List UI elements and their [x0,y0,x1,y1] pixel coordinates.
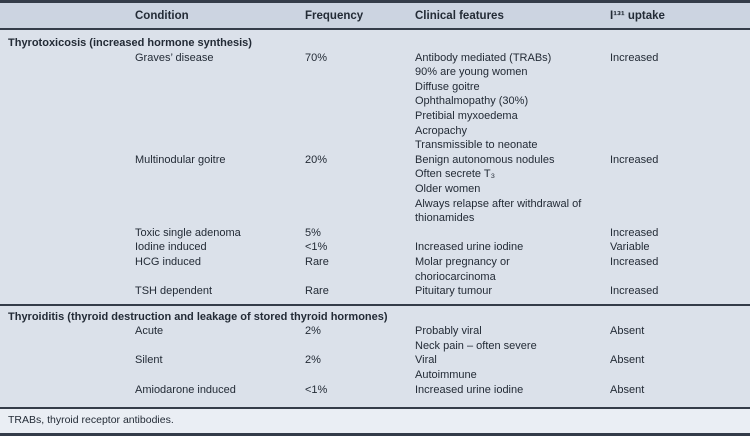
clinical-features-cell: Benign autonomous nodules Often secrete T… [415,153,593,226]
feature-line: Pituitary tumour [415,285,493,298]
column-header-i131-uptake: I¹³¹ uptake [610,9,665,22]
footnote-band: TRABs, thyroid receptor antibodies. [0,407,750,433]
condition-cell: Iodine induced [135,241,207,254]
condition-cell: Silent [135,354,163,367]
table-row: Amiodarone induced <1% Increased urine iod… [0,383,750,398]
frequency-cell: 2% [305,325,321,338]
feature-line: Antibody mediated (TRABs) [415,51,552,64]
frequency-cell: Rare [305,255,329,268]
condition-cell: Acute [135,325,164,338]
feature-line: Molar pregnancy or choriocarcinoma [415,255,510,283]
clinical-features-cell: Viral Autoimmune [415,353,593,382]
section-title: Thyroiditis (thyroid destruction and lea… [8,310,388,323]
uptake-cell: Increased [610,226,659,239]
clinical-features-cell: Antibody mediated (TRABs) 90% are young w… [415,51,593,153]
feature-line: Always relapse after withdrawal of thion… [415,197,582,225]
uptake-cell: Absent [610,325,645,338]
condition-cell: HCG induced [135,255,202,268]
section-title: Thyrotoxicosis (increased hormone synthe… [8,37,252,49]
condition-cell: Multinodular goitre [135,153,226,166]
footnote-text: TRABs, thyroid receptor antibodies. [8,414,174,426]
top-rule [0,0,750,3]
table-header-row: Condition Frequency Clinical features I¹… [0,3,750,30]
table-row: Iodine induced <1% Increased urine iodine V… [0,240,750,255]
frequency-cell: 70% [305,51,328,64]
table-row: HCG induced Rare Molar pregnancy or chorio… [0,255,750,284]
table-row: Toxic single adenoma 5% Increased [0,226,750,241]
uptake-cell: Increased [610,51,659,64]
feature-line: Older women [415,182,481,195]
feature-line: Benign autonomous nodules [415,153,555,166]
uptake-cell: Increased [610,153,659,166]
uptake-cell: Increased [610,285,659,298]
clinical-features-cell: Molar pregnancy or choriocarcinoma [415,255,593,284]
condition-cell: Amiodarone induced [135,383,236,396]
feature-line: Ophthalmopathy (30%) [415,95,529,108]
frequency-cell: <1% [305,241,328,254]
frequency-cell: <1% [305,383,328,396]
column-header-clinical-features: Clinical features [415,9,504,22]
feature-line: Increased urine iodine [415,383,524,396]
table-row: Acute 2% Probably viral Neck pain – often s… [0,324,750,353]
frequency-cell: 20% [305,153,328,166]
feature-line: Acropachy [415,124,467,137]
frequency-cell: 5% [305,226,321,239]
column-header-frequency: Frequency [305,9,364,22]
frequency-cell: Rare [305,285,329,298]
table-row: TSH dependent Rare Pituitary tumour Increas… [0,284,750,299]
uptake-cell: Absent [610,383,645,396]
clinical-features-cell: Pituitary tumour [415,284,593,299]
clinical-features-cell: Probably viral Neck pain – often severe [415,324,593,353]
uptake-cell: Increased [610,255,659,268]
uptake-cell: Variable [610,241,650,254]
frequency-cell: 2% [305,354,321,367]
condition-cell: TSH dependent [135,285,213,298]
uptake-cell: Absent [610,354,645,367]
clinical-features-cell: Increased urine iodine [415,383,593,398]
table-row: Graves’ disease 70% Antibody mediated (TRA… [0,51,750,153]
feature-line: Diffuse goitre [415,80,480,93]
feature-line: 90% are young women [415,66,528,79]
feature-line: Increased urine iodine [415,241,524,254]
feature-line: Often secrete T₃ [415,168,496,181]
condition-cell: Toxic single adenoma [135,226,241,239]
table-row: Silent 2% Viral Autoimmune Absent [0,353,750,382]
feature-line: Autoimmune [415,369,477,382]
bottom-rule [0,433,750,436]
clinical-features-cell: Increased urine iodine [415,240,593,255]
table-row: Multinodular goitre 20% Benign autonomous … [0,153,750,226]
table-body: Thyrotoxicosis (increased hormone synthe… [0,30,750,407]
feature-line: Viral [415,354,437,367]
feature-line: Neck pain – often severe [415,339,537,352]
column-header-condition: Condition [135,9,189,22]
feature-line: Pretibial myxoedema [415,109,518,122]
condition-cell: Graves’ disease [135,51,214,64]
clinical-features-cell [415,226,593,241]
feature-line: Transmissible to neonate [415,139,538,152]
feature-line: Probably viral [415,325,482,338]
section-divider [0,303,750,306]
